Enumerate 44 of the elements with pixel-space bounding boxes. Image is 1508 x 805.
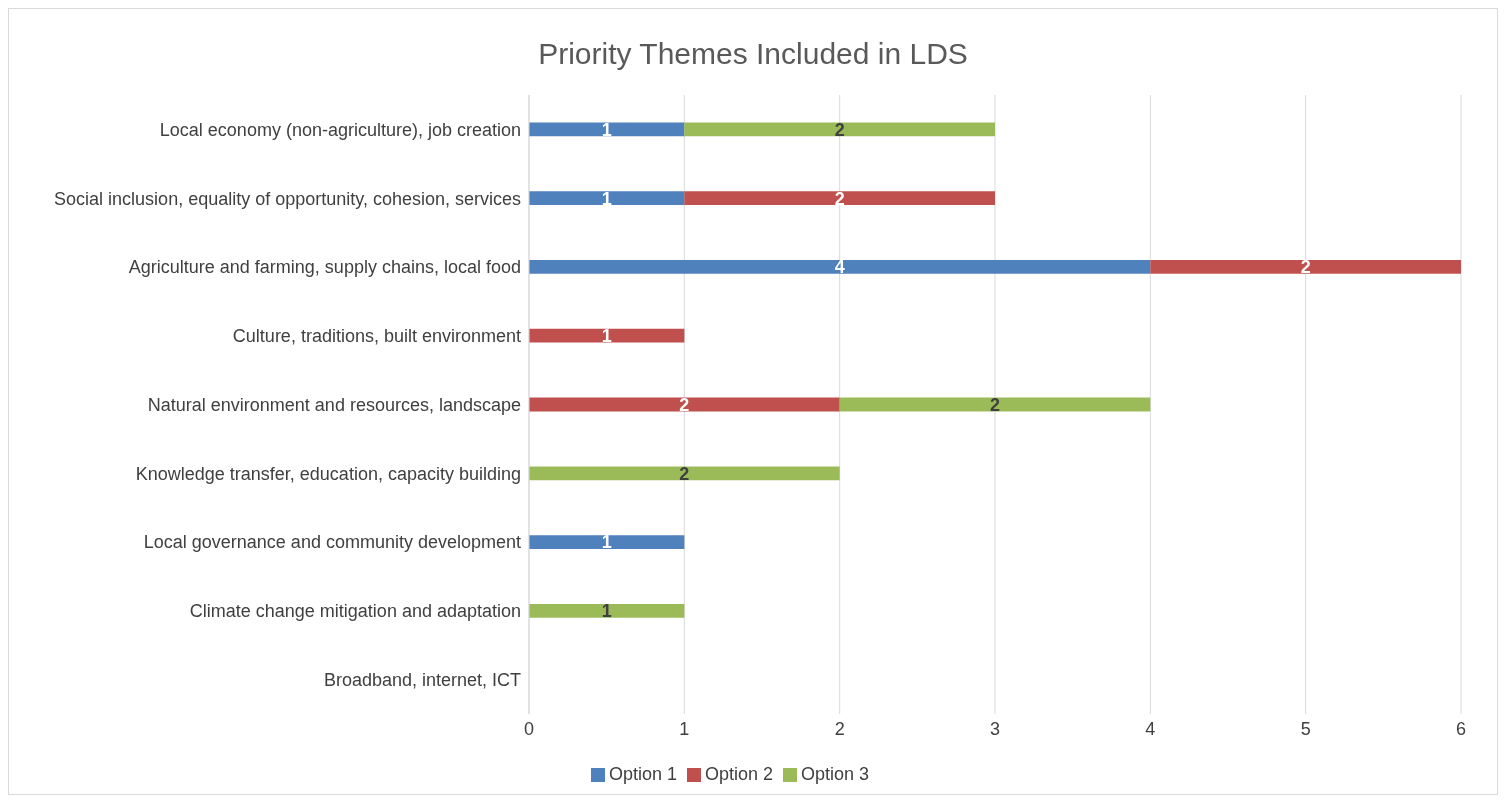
data-label: 2 bbox=[834, 119, 845, 140]
y-tick-label: Social inclusion, equality of opportunity, cohesion, services bbox=[54, 188, 521, 209]
bar bbox=[529, 191, 685, 206]
x-tick-label: 4 bbox=[1145, 718, 1156, 739]
y-tick-label: Local economy (non-agriculture), job creation bbox=[159, 119, 521, 140]
data-label: 2 bbox=[989, 394, 1001, 415]
legend-label: Option 1 bbox=[608, 764, 677, 784]
x-tick-label: 6 bbox=[1455, 718, 1467, 739]
legend-label: Option 3 bbox=[801, 764, 870, 784]
x-tick-label: 5 bbox=[1300, 718, 1311, 739]
y-tick-label: Climate change mitigation and adaptation bbox=[189, 601, 521, 622]
bar bbox=[529, 466, 840, 481]
bar bbox=[839, 397, 1151, 412]
bar bbox=[684, 191, 995, 206]
data-label: 1 bbox=[601, 188, 612, 209]
data-label: 1 bbox=[601, 601, 612, 622]
bar bbox=[529, 328, 685, 343]
x-tick-label: 0 bbox=[523, 718, 535, 739]
legend-label: Option 2 bbox=[704, 764, 774, 784]
y-tick-label: Agriculture and farming, supply chains, local food bbox=[128, 257, 521, 278]
data-label: 1 bbox=[601, 326, 612, 347]
data-label: 4 bbox=[834, 257, 845, 278]
bar bbox=[684, 122, 995, 137]
data-label: 2 bbox=[834, 188, 845, 209]
data-label: 2 bbox=[679, 394, 690, 415]
x-tick-label: 2 bbox=[834, 718, 845, 739]
bar bbox=[529, 397, 840, 412]
data-label: 2 bbox=[1300, 257, 1311, 278]
bar bbox=[529, 535, 685, 549]
bar bbox=[529, 603, 685, 618]
data-label: 1 bbox=[601, 119, 612, 140]
y-tick-label: Knowledge transfer, education, capacity building bbox=[135, 463, 521, 484]
y-tick-label: Local governance and community development bbox=[143, 532, 521, 553]
bar bbox=[529, 260, 1151, 274]
chart-title: Priority Themes Included in LDS bbox=[537, 36, 969, 72]
x-tick-label: 3 bbox=[989, 718, 1001, 739]
y-tick-label: Natural environment and resources, landscape bbox=[147, 394, 521, 415]
y-tick-label: Broadband, internet, ICT bbox=[323, 670, 521, 690]
bar bbox=[1150, 260, 1461, 274]
data-label: 2 bbox=[679, 463, 690, 484]
bar bbox=[529, 122, 685, 137]
y-tick-label: Culture, traditions, built environment bbox=[232, 326, 521, 347]
x-tick-label: 1 bbox=[679, 718, 690, 739]
data-label: 1 bbox=[601, 532, 612, 553]
